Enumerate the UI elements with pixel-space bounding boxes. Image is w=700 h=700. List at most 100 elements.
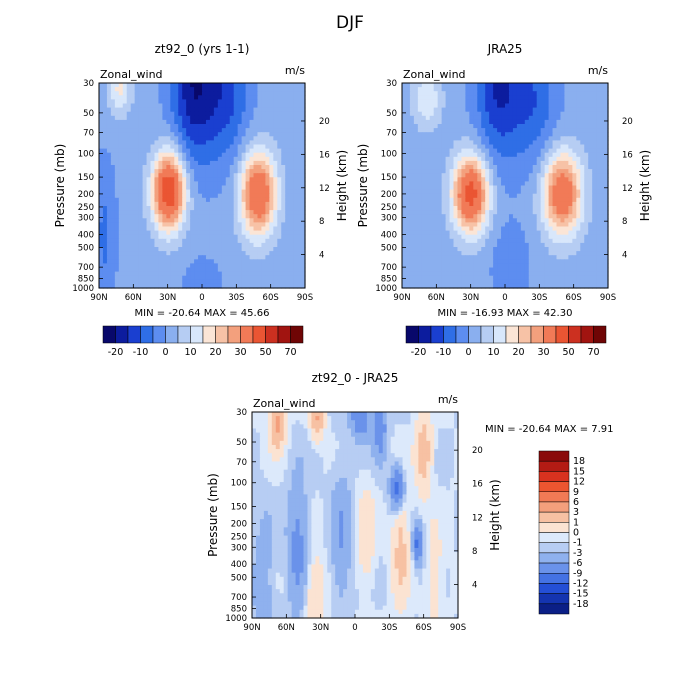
heatmap-cell bbox=[493, 259, 498, 264]
heatmap-cell bbox=[162, 111, 167, 117]
heatmap-cell bbox=[146, 259, 152, 264]
heatmap-cell bbox=[576, 189, 581, 195]
heatmap-cell bbox=[209, 91, 215, 96]
heatmap-cell bbox=[229, 242, 235, 248]
heatmap-cell bbox=[122, 169, 128, 174]
heatmap-cell bbox=[178, 222, 183, 228]
heatmap-cell bbox=[249, 226, 255, 232]
heatmap-cell bbox=[489, 251, 494, 256]
heatmap-cell bbox=[552, 124, 558, 129]
heatmap-cell bbox=[182, 165, 187, 170]
heatmap-cell bbox=[186, 119, 191, 125]
heatmap-cell bbox=[437, 165, 443, 170]
heatmap-cell bbox=[481, 255, 486, 260]
heatmap-cell bbox=[162, 238, 167, 244]
heatmap-cell bbox=[449, 255, 455, 260]
heatmap-cell bbox=[505, 83, 510, 88]
heatmap-cell bbox=[217, 218, 223, 223]
heatmap-cell bbox=[122, 242, 128, 248]
heatmap-cell bbox=[449, 210, 455, 215]
heatmap-cell bbox=[118, 193, 124, 199]
heatmap-cell bbox=[221, 148, 227, 154]
heatmap-cell bbox=[142, 177, 148, 182]
heatmap-cell bbox=[257, 247, 263, 252]
heatmap-cell bbox=[229, 128, 235, 133]
heatmap-cell bbox=[245, 263, 251, 269]
heatmap-cell bbox=[461, 230, 466, 236]
heatmap-cell bbox=[556, 222, 562, 228]
heatmap-cell bbox=[261, 238, 266, 244]
heatmap-cell bbox=[600, 259, 605, 264]
heatmap-cell bbox=[461, 103, 466, 109]
heatmap-cell bbox=[576, 140, 581, 146]
heatmap-cell bbox=[564, 160, 569, 166]
heatmap-cell bbox=[253, 152, 259, 158]
heatmap-cell bbox=[596, 83, 601, 88]
heatmap-cell bbox=[138, 115, 144, 121]
heatmap-cell bbox=[205, 193, 211, 199]
heatmap-cell bbox=[441, 111, 447, 117]
heatmap-cell bbox=[233, 177, 239, 182]
heatmap-cell bbox=[469, 185, 474, 191]
heatmap-cell bbox=[437, 83, 443, 88]
heatmap-cell bbox=[532, 259, 538, 264]
heatmap-cell bbox=[489, 197, 494, 203]
heatmap-cell bbox=[269, 189, 274, 195]
heatmap-cell bbox=[289, 283, 294, 289]
heatmap-cell bbox=[520, 206, 526, 211]
heatmap-cell bbox=[289, 197, 294, 203]
heatmap-cell bbox=[190, 107, 195, 113]
heatmap-cell bbox=[217, 91, 223, 96]
heatmap-cell bbox=[233, 255, 239, 260]
heatmap-cell bbox=[588, 238, 593, 244]
heatmap-cell bbox=[265, 136, 270, 141]
heatmap-cell bbox=[178, 152, 183, 158]
heatmap-cell bbox=[429, 214, 435, 219]
heatmap-cell bbox=[221, 279, 227, 285]
heatmap-cell bbox=[229, 95, 235, 100]
heatmap-cell bbox=[437, 156, 443, 162]
heatmap-cell bbox=[217, 181, 223, 187]
heatmap-cell bbox=[150, 177, 156, 182]
heatmap-cell bbox=[182, 234, 187, 240]
heatmap-cell bbox=[170, 144, 175, 150]
heatmap-cell bbox=[205, 247, 211, 252]
heatmap-cell bbox=[150, 242, 156, 248]
heatmap-cell bbox=[162, 189, 167, 195]
heatmap-cell bbox=[413, 124, 419, 129]
heatmap-cell bbox=[564, 185, 569, 191]
heatmap-cell bbox=[209, 226, 215, 232]
heatmap-cell bbox=[261, 128, 266, 133]
heatmap-cell bbox=[106, 136, 112, 141]
heatmap-cell bbox=[158, 111, 163, 117]
heatmap-cell bbox=[154, 263, 160, 269]
heatmap-cell bbox=[106, 185, 112, 191]
heatmap-cell bbox=[596, 201, 601, 207]
heatmap-cell bbox=[532, 201, 538, 207]
heatmap-cell bbox=[457, 169, 463, 174]
heatmap-cell bbox=[190, 230, 195, 236]
heatmap-cell bbox=[469, 242, 474, 248]
heatmap-cell bbox=[106, 234, 112, 240]
heatmap-cell bbox=[540, 181, 546, 187]
heatmap-cell bbox=[437, 144, 443, 150]
heatmap-cell bbox=[548, 99, 554, 105]
heatmap-cell bbox=[269, 267, 274, 273]
heatmap-cell bbox=[186, 234, 191, 240]
heatmap-cell bbox=[110, 83, 116, 88]
heatmap-cell bbox=[516, 210, 522, 215]
heatmap-cell bbox=[233, 87, 239, 92]
heatmap-cell bbox=[289, 238, 294, 244]
heatmap-cell bbox=[588, 140, 593, 146]
heatmap-cell bbox=[281, 115, 286, 121]
heatmap-cell bbox=[477, 177, 482, 182]
heatmap-cell bbox=[600, 197, 605, 203]
heatmap-cell bbox=[233, 156, 239, 162]
heatmap-cell bbox=[138, 111, 144, 117]
heatmap-cell bbox=[489, 165, 494, 170]
heatmap-cell bbox=[592, 230, 597, 236]
heatmap-cell bbox=[544, 124, 550, 129]
heatmap-cell bbox=[548, 83, 554, 88]
heatmap-cell bbox=[233, 218, 239, 223]
